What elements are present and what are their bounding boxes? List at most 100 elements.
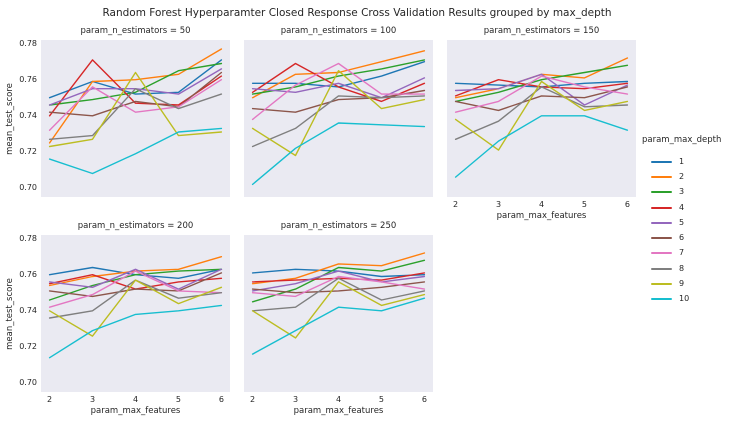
- facet-panel-1: [41, 40, 230, 197]
- xtick-label: 4: [538, 200, 545, 209]
- facet-panel-2: [244, 40, 433, 197]
- line-max-depth-5: [251, 77, 426, 99]
- legend-line-swatch: [651, 160, 672, 163]
- legend-entries: 1 2 3 4 5 6 7 8 9 10: [640, 154, 731, 307]
- legend-entry-6: 6: [640, 230, 731, 245]
- ytick-label: 0.76: [19, 74, 37, 84]
- ytick-label: 0.70: [19, 377, 37, 387]
- legend-title: param_max_depth: [642, 135, 722, 145]
- line-max-depth-3: [48, 268, 223, 301]
- ytick-label: 0.78: [19, 233, 37, 243]
- line-max-depth-5: [251, 270, 426, 292]
- legend-line-swatch: [651, 298, 672, 301]
- legend: param_max_depth 1 2 3 4 5 6 7 8 9 10: [640, 134, 731, 307]
- line-max-depth-1: [251, 268, 426, 278]
- line-max-depth-10: [251, 297, 426, 355]
- legend-entry-10: 10: [640, 292, 731, 307]
- legend-entry-label: 7: [679, 248, 685, 258]
- y-axis-label: mean_test_score: [5, 82, 15, 155]
- line-max-depth-9: [454, 80, 629, 151]
- xtick-label: 3: [292, 395, 299, 404]
- figure-title: Random Forest Hyperparamter Closed Respo…: [102, 7, 612, 19]
- line-max-depth-6: [251, 281, 426, 294]
- line-max-depth-10: [48, 127, 223, 175]
- ytick-label: 0.76: [19, 269, 37, 279]
- line-max-depth-5: [454, 73, 629, 106]
- xtick-label: 5: [378, 395, 384, 404]
- xtick-label: 6: [218, 395, 224, 404]
- line-max-depth-8: [48, 88, 223, 141]
- line-max-depth-5: [48, 68, 223, 106]
- xtick-label: 3: [495, 200, 502, 209]
- facet-title: param_n_estimators = 100: [280, 26, 397, 36]
- legend-entry-label: 5: [679, 217, 685, 227]
- legend-line-swatch: [651, 252, 672, 255]
- legend-entry-label: 6: [679, 233, 685, 243]
- ytick-label: 0.74: [19, 110, 37, 120]
- facet-panel-3: [447, 40, 636, 197]
- facet-panel-5: [244, 235, 433, 392]
- line-max-depth-3: [251, 259, 426, 303]
- line-max-depth-8: [454, 86, 629, 141]
- line-max-depth-3: [454, 64, 629, 103]
- line-max-depth-4: [251, 272, 426, 283]
- legend-entry-8: 8: [640, 261, 731, 276]
- line-max-depth-7: [48, 270, 223, 308]
- line-max-depth-6: [48, 71, 223, 117]
- line-max-depth-1: [48, 59, 223, 99]
- line-max-depth-8: [251, 95, 426, 148]
- legend-line-swatch: [651, 221, 672, 224]
- line-max-depth-8: [251, 277, 426, 312]
- ytick-label: 0.72: [19, 146, 37, 156]
- line-max-depth-2: [454, 57, 629, 99]
- legend-entry-label: 1: [679, 156, 685, 166]
- legend-line-swatch: [651, 267, 672, 270]
- legend-line-swatch: [651, 283, 672, 286]
- facet-title: param_n_estimators = 200: [77, 221, 194, 231]
- legend-line-swatch: [651, 206, 672, 209]
- line-max-depth-6: [251, 89, 426, 113]
- xtick-label: 2: [453, 200, 459, 209]
- xtick-label: 5: [581, 200, 587, 209]
- line-max-depth-9: [251, 70, 426, 157]
- line-max-depth-6: [454, 86, 629, 112]
- line-max-depth-7: [251, 275, 426, 298]
- line-max-depth-3: [251, 59, 426, 95]
- legend-entry-label: 9: [679, 279, 685, 289]
- legend-line-swatch: [651, 175, 672, 178]
- x-axis-label: param_max_features: [90, 406, 181, 416]
- xtick-label: 3: [89, 395, 96, 404]
- line-max-depth-10: [454, 115, 629, 178]
- line-max-depth-7: [48, 79, 223, 131]
- line-max-depth-7: [454, 75, 629, 113]
- facet-title: param_n_estimators = 50: [80, 26, 191, 36]
- xtick-label: 4: [335, 395, 342, 404]
- xtick-label: 2: [250, 395, 256, 404]
- ytick-label: 0.72: [19, 341, 37, 351]
- line-max-depth-10: [251, 122, 426, 186]
- y-axis-label: mean_test_score: [5, 277, 15, 350]
- line-max-depth-2: [251, 50, 426, 99]
- xtick-label: 4: [132, 395, 139, 404]
- legend-entry-7: 7: [640, 246, 731, 261]
- xtick-label: 6: [624, 200, 630, 209]
- legend-entry-2: 2: [640, 169, 731, 184]
- x-axis-label: param_max_features: [293, 406, 384, 416]
- ytick-label: 0.78: [19, 38, 37, 48]
- xtick-label: 5: [175, 395, 181, 404]
- facet-title: param_n_estimators = 250: [280, 221, 397, 231]
- legend-entry-4: 4: [640, 200, 731, 215]
- legend-entry-9: 9: [640, 276, 731, 291]
- line-max-depth-9: [48, 279, 223, 337]
- legend-entry-label: 10: [679, 294, 690, 304]
- legend-entry-label: 8: [679, 263, 685, 273]
- legend-entry-5: 5: [640, 215, 731, 230]
- xtick-label: 6: [421, 395, 427, 404]
- line-max-depth-5: [48, 268, 223, 290]
- legend-entry-label: 4: [679, 202, 685, 212]
- facet-title: param_n_estimators = 150: [483, 26, 600, 36]
- legend-entry-label: 2: [679, 171, 685, 181]
- legend-entry-label: 3: [679, 187, 685, 197]
- legend-entry-1: 1: [640, 154, 731, 169]
